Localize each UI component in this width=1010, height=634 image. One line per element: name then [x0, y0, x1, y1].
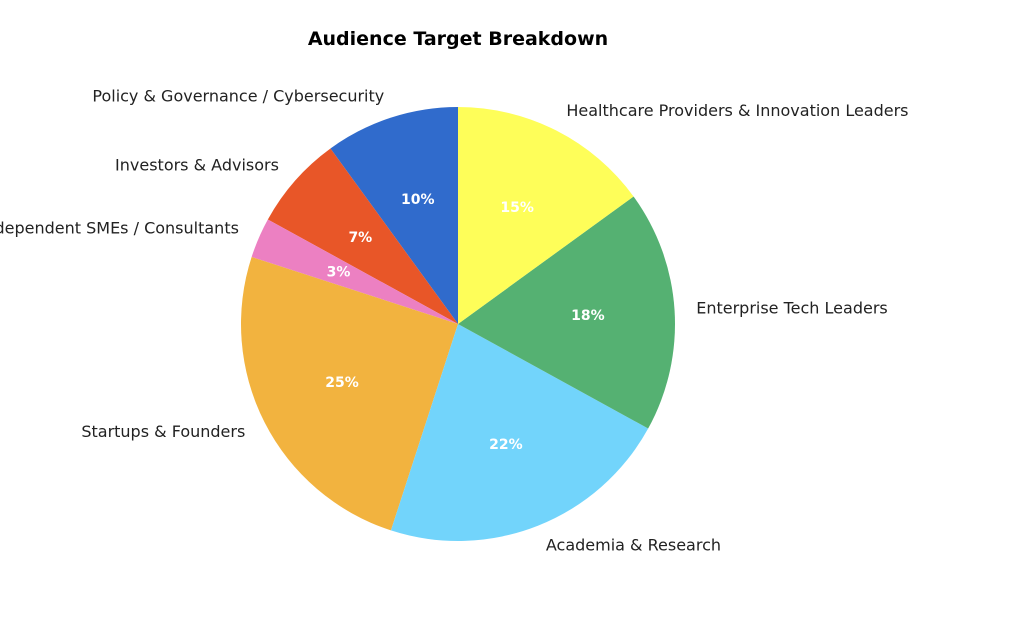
pie-slice-independent-smes-consultants	[251, 219, 458, 324]
pie-percent-labels: 10% 7% 3% 25% 22% 18% 15%	[325, 192, 604, 453]
chart-title: Audience Target Breakdown	[308, 28, 608, 50]
slice-label: Academia & Research	[546, 535, 721, 554]
slice-label: Enterprise Tech Leaders	[696, 299, 888, 318]
pie-slice-startups-and-founders	[241, 256, 458, 531]
slice-percent-label: 15%	[500, 200, 534, 216]
pie-slice-policy-and-governance-cybersecurity	[330, 107, 458, 324]
slice-percent-label: 18%	[571, 308, 605, 324]
slice-label: Startups & Founders	[81, 422, 245, 441]
pie-slice-enterprise-tech-leaders	[458, 196, 675, 429]
slice-percent-label: 3%	[327, 264, 351, 280]
slice-percent-label: 7%	[348, 230, 372, 246]
pie-slice-academia-and-research	[390, 324, 649, 541]
slice-label: Policy & Governance / Cybersecurity	[92, 86, 384, 105]
pie-slice-healthcare-providers-and-innovation-leaders	[458, 106, 634, 324]
pie-slice-investors-and-advisors	[267, 148, 458, 324]
slice-percent-label: 25%	[325, 375, 359, 391]
slice-label: Investors & Advisors	[115, 156, 279, 175]
pie-slices	[241, 106, 675, 541]
slice-label: Healthcare Providers & Innovation Leader…	[566, 101, 908, 120]
pie-labels: Policy & Governance / Cybersecurity Inves…	[0, 86, 909, 554]
slice-percent-label: 22%	[489, 437, 523, 453]
slice-label: Independent SMEs / Consultants	[0, 219, 239, 238]
slice-percent-label: 10%	[401, 192, 435, 208]
